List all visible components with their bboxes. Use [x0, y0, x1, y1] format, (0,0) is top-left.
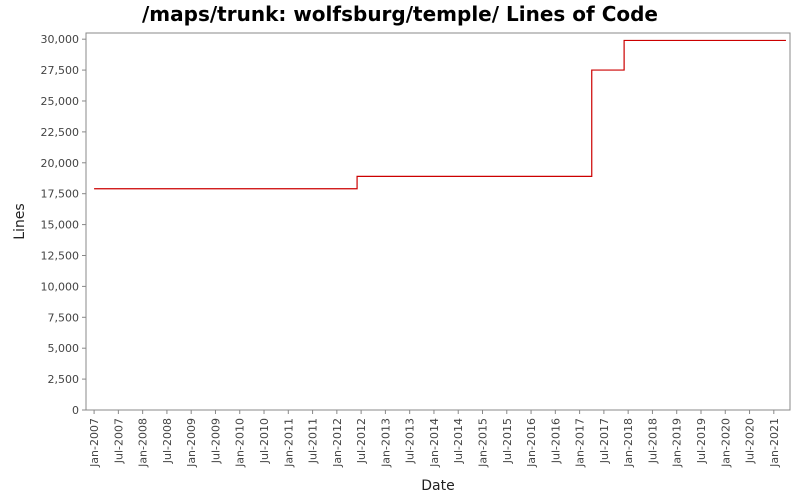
x-tick-label: Jul-2013 — [404, 418, 417, 464]
plot-area — [85, 32, 791, 411]
x-tick-label: Jan-2019 — [671, 418, 684, 468]
y-tick-label: 27,500 — [41, 64, 80, 77]
x-tick-label: Jul-2008 — [161, 418, 174, 464]
x-tick-label: Jul-2020 — [744, 418, 757, 464]
x-tick-label: Jan-2014 — [428, 418, 441, 468]
y-tick-label: 22,500 — [41, 126, 80, 139]
x-tick-label: Jul-2010 — [258, 418, 271, 464]
x-tick-label: Jul-2014 — [452, 418, 465, 464]
x-tick-label: Jan-2017 — [574, 418, 587, 468]
y-tick-label: 7,500 — [48, 311, 80, 324]
x-tick-label: Jan-2010 — [234, 418, 247, 468]
y-tick-label: 10,000 — [41, 280, 80, 293]
x-tick-label: Jan-2015 — [477, 418, 490, 468]
x-tick-label: Jan-2008 — [137, 418, 150, 468]
x-tick-label: Jan-2013 — [379, 418, 392, 468]
x-tick-label: Jan-2009 — [185, 418, 198, 468]
x-tick-label: Jan-2018 — [622, 418, 635, 468]
y-tick-label: 30,000 — [41, 33, 80, 46]
y-tick-label: 15,000 — [41, 219, 80, 232]
x-axis-label: Date — [421, 478, 454, 494]
chart-title: /maps/trunk: wolfsburg/temple/ Lines of … — [142, 2, 658, 26]
series-line — [94, 39, 786, 190]
x-tick-label: Jul-2018 — [646, 418, 659, 464]
y-tick-label: 17,500 — [41, 188, 80, 201]
x-tick-label: Jan-2012 — [331, 418, 344, 468]
y-tick-label: 5,000 — [48, 342, 80, 355]
y-tick-label: 2,500 — [48, 373, 80, 386]
y-tick-label: 12,500 — [41, 249, 80, 262]
y-axis-label: Lines — [12, 203, 28, 239]
x-tick-label: Jul-2007 — [112, 418, 125, 464]
x-tick-label: Jan-2016 — [525, 418, 538, 468]
x-tick-label: Jul-2009 — [209, 418, 222, 464]
y-tick-label: 20,000 — [41, 157, 80, 170]
x-tick-label: Jan-2021 — [768, 418, 781, 468]
x-tick-label: Jan-2011 — [282, 418, 295, 468]
y-tick-label: 0 — [72, 404, 79, 417]
x-tick-label: Jan-2007 — [88, 418, 101, 468]
x-tick-label: Jul-2012 — [355, 418, 368, 464]
x-tick-label: Jul-2017 — [598, 418, 611, 464]
x-tick-label: Jul-2016 — [549, 418, 562, 464]
x-tick-label: Jul-2015 — [501, 418, 514, 464]
x-tick-label: Jul-2019 — [695, 418, 708, 464]
y-tick-label: 25,000 — [41, 95, 80, 108]
x-tick-label: Jul-2011 — [307, 418, 320, 464]
x-tick-label: Jan-2020 — [719, 418, 732, 468]
